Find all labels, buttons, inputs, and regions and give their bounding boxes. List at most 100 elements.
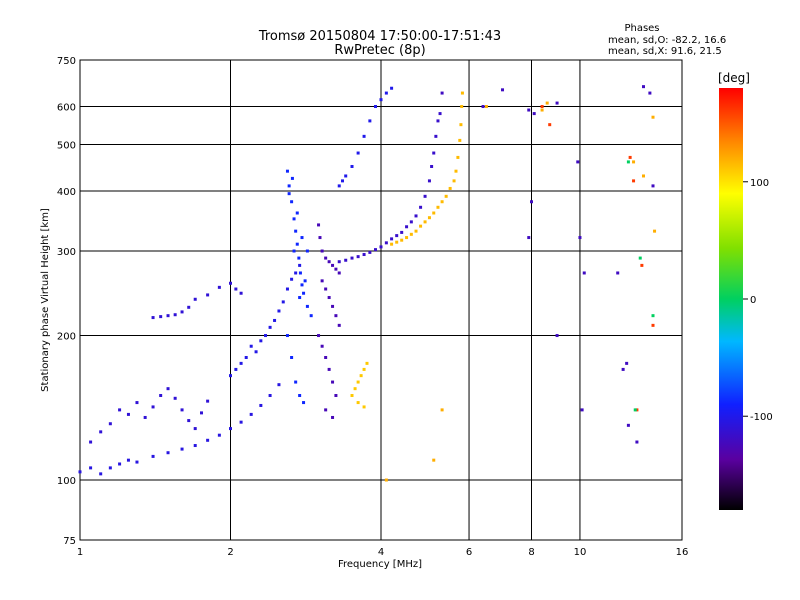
data-point — [234, 367, 238, 371]
data-point — [259, 403, 263, 407]
data-point — [300, 283, 304, 287]
data-point — [344, 174, 348, 178]
data-point — [249, 412, 253, 416]
data-point — [292, 217, 296, 221]
data-point — [229, 374, 232, 378]
data-point — [239, 361, 243, 365]
data-point — [344, 258, 348, 262]
data-point — [173, 396, 177, 400]
data-point — [626, 160, 630, 164]
data-point — [324, 256, 328, 260]
data-point — [334, 267, 338, 271]
data-point — [302, 401, 306, 405]
data-point — [229, 427, 232, 431]
x-axis-ticks: 1 2 4 6 8 10 16 — [77, 547, 689, 558]
x-tick-label: 1 — [77, 547, 83, 558]
data-point — [400, 230, 404, 234]
data-point — [239, 420, 243, 424]
data-point — [419, 224, 423, 228]
y-axis-ticks: 75 100 200 300 400 500 600 750 — [57, 56, 76, 547]
data-point — [436, 119, 440, 123]
data-point — [527, 236, 531, 240]
data-point — [409, 232, 413, 236]
data-point — [173, 313, 177, 317]
data-point — [641, 85, 645, 89]
data-point — [151, 454, 155, 458]
data-point — [318, 236, 322, 240]
data-point — [368, 119, 372, 123]
colorbar-tick-label: -100 — [750, 412, 773, 423]
data-point — [419, 205, 423, 209]
data-point — [540, 105, 544, 109]
data-point — [481, 105, 485, 109]
data-point — [126, 412, 130, 416]
data-point — [324, 355, 328, 359]
data-point — [268, 325, 272, 329]
data-point — [118, 462, 122, 466]
data-point — [298, 263, 302, 267]
data-point — [362, 134, 366, 138]
data-point — [324, 408, 328, 412]
data-point — [151, 316, 155, 320]
data-point — [459, 123, 463, 127]
data-point — [193, 444, 197, 448]
stats-line-o: mean, sd,O: -82.2, 16.6 — [608, 35, 726, 46]
data-point — [356, 255, 360, 259]
data-point — [298, 271, 302, 275]
data-point — [294, 380, 298, 384]
data-point — [427, 179, 431, 183]
data-point — [616, 271, 620, 275]
data-point — [374, 105, 378, 109]
data-point — [532, 112, 536, 116]
data-point — [527, 108, 531, 112]
data-point — [273, 318, 277, 322]
data-point — [290, 200, 294, 204]
data-point — [298, 296, 302, 300]
data-point — [317, 223, 321, 227]
data-point — [135, 460, 139, 464]
x-tick-label: 8 — [528, 547, 534, 558]
data-point — [285, 287, 289, 291]
data-point — [456, 155, 460, 159]
data-point — [89, 440, 93, 444]
data-point — [625, 361, 629, 365]
data-point — [200, 411, 204, 415]
data-point — [302, 291, 306, 295]
data-point — [409, 220, 413, 224]
data-point — [432, 151, 436, 155]
data-point — [99, 472, 103, 476]
x-axis-label: Frequency [MHz] — [338, 559, 422, 570]
data-point — [635, 440, 639, 444]
colorbar-label: [deg] — [718, 71, 750, 85]
data-point — [295, 242, 299, 246]
data-point — [320, 279, 324, 283]
data-point — [540, 108, 544, 112]
data-point — [108, 422, 112, 426]
y-tick-label: 500 — [57, 141, 76, 152]
data-point — [632, 160, 636, 164]
data-point — [193, 427, 197, 431]
data-point — [327, 260, 331, 264]
data-point — [400, 238, 404, 242]
data-point — [217, 285, 221, 289]
data-point — [555, 101, 559, 105]
data-point — [434, 134, 438, 138]
data-point — [151, 405, 155, 409]
data-point — [249, 344, 253, 348]
data-point — [135, 401, 139, 405]
data-point — [628, 155, 632, 159]
data-point — [78, 470, 82, 474]
data-point — [292, 249, 296, 253]
data-point — [180, 408, 184, 412]
data-point — [578, 236, 582, 240]
data-point — [440, 91, 444, 95]
colorbar-tick-label: 0 — [750, 295, 756, 306]
data-point — [108, 466, 112, 470]
data-point — [374, 248, 378, 252]
y-tick-label: 100 — [57, 476, 76, 487]
data-point — [432, 211, 436, 215]
data-point — [118, 408, 122, 412]
data-point — [621, 367, 625, 371]
grid-lines — [80, 60, 682, 540]
data-point — [294, 271, 298, 275]
